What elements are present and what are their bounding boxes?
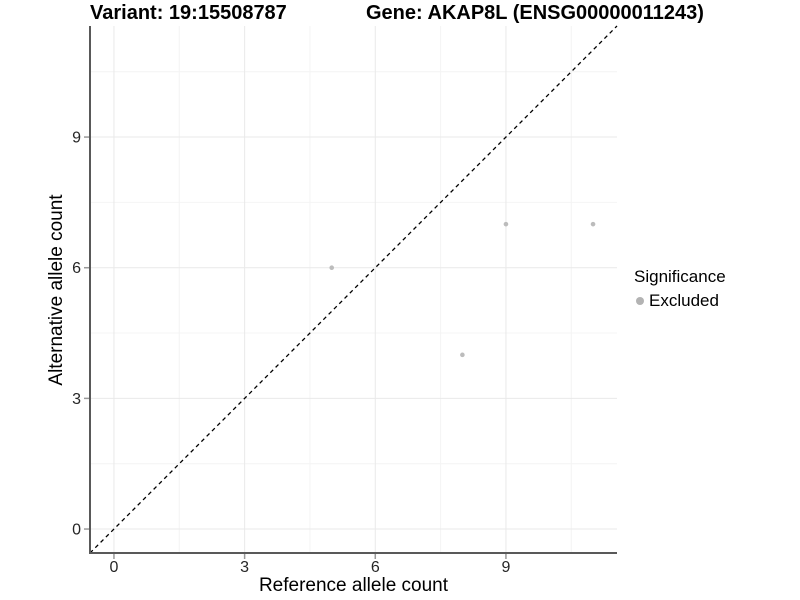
legend-item-label: Excluded	[649, 291, 719, 310]
x-tick-label: 9	[501, 559, 510, 576]
data-point	[460, 352, 465, 358]
legend-item-excluded: Excluded	[634, 290, 726, 311]
data-point	[503, 221, 509, 227]
y-tick-label: 6	[72, 260, 81, 277]
x-tick-label: 0	[110, 559, 119, 576]
x-tick-label: 3	[240, 559, 249, 576]
plot-title-gene: Gene: AKAP8L (ENSG00000011243)	[366, 2, 704, 24]
y-axis-title: Alternative allele count	[46, 194, 67, 386]
plot-title-variant: Variant: 19:15508787	[90, 2, 287, 24]
y-tick-label: 3	[72, 391, 81, 408]
y-tick-label: 0	[72, 522, 81, 539]
legend-point-icon	[636, 296, 644, 305]
legend: Significance Excluded	[634, 266, 726, 311]
data-point	[590, 221, 596, 227]
legend-title: Significance	[634, 267, 726, 286]
y-tick-label: 9	[72, 130, 81, 147]
data-point	[329, 265, 335, 271]
x-axis-title: Reference allele count	[258, 575, 449, 596]
x-tick-label: 6	[371, 559, 380, 576]
identity-line	[89, 25, 618, 554]
